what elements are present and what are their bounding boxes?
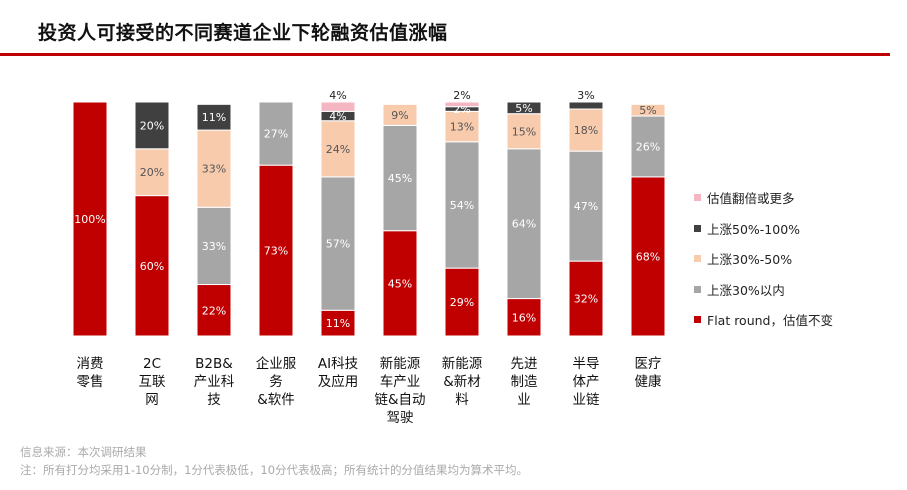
- bar-segment: [506, 101, 542, 115]
- bar-segment: [196, 206, 232, 286]
- title-divider: [0, 53, 890, 56]
- legend-swatch: [694, 224, 701, 232]
- data-label: 13%: [450, 121, 474, 134]
- category-label: 医疗 健康: [634, 356, 662, 390]
- legend-item: 上涨30%以内: [694, 280, 785, 299]
- data-label: 45%: [388, 172, 412, 185]
- category-label: 2C 互联 网: [138, 356, 166, 408]
- data-label: 5%: [515, 102, 532, 115]
- data-label: 100%: [74, 213, 105, 226]
- data-label: 33%: [202, 163, 226, 176]
- category-label: 消费 零售: [76, 356, 104, 390]
- data-label: 60%: [140, 260, 164, 273]
- footnote: 注：所有打分均采用1-10分制，1分代表极低，10分代表极高；所有统计的分值结果…: [20, 463, 529, 477]
- bar-segment: [258, 164, 294, 337]
- data-label: 45%: [388, 277, 412, 290]
- data-label: 32%: [574, 293, 598, 306]
- bar-segment: [196, 284, 232, 337]
- category-label: AI科技 及应用: [317, 356, 359, 390]
- source-note: 信息来源：本次调研结果: [20, 445, 147, 459]
- data-label: 2%: [453, 89, 470, 102]
- data-label: 4%: [329, 110, 346, 123]
- legend-label: Flat round，估值不变: [707, 313, 833, 328]
- data-label: 15%: [512, 125, 536, 138]
- data-label: 11%: [326, 317, 350, 330]
- data-label: 64%: [512, 218, 536, 231]
- data-label: 26%: [636, 140, 660, 153]
- bar-segment: [568, 260, 604, 337]
- bar-segment: [506, 298, 542, 337]
- data-label: 4%: [329, 89, 346, 102]
- data-label: 22%: [202, 304, 226, 317]
- data-label: 16%: [512, 311, 536, 324]
- legend-item: 上涨30%-50%: [694, 249, 792, 268]
- data-label: 73%: [264, 245, 288, 258]
- legend-swatch: [694, 285, 701, 293]
- data-label: 20%: [140, 119, 164, 132]
- data-label: 29%: [450, 296, 474, 309]
- legend-item: 上涨50%-100%: [694, 219, 800, 238]
- bar-segment: [258, 101, 294, 166]
- category-label: 新能源 &新材 料: [441, 356, 483, 408]
- category-label: 先进 制造 业: [510, 356, 538, 408]
- bar-segment: [444, 101, 480, 108]
- bar-segment: [320, 309, 356, 337]
- bar-segment: [382, 124, 418, 232]
- bar-segment: [506, 113, 542, 150]
- bar-segment: [382, 230, 418, 337]
- stacked-bar-chart: 100% 60% 20% 20% 22% 33% 33% 11% 73% 27% 11% 57% 24%…: [72, 89, 666, 337]
- bar-segment: [134, 195, 170, 337]
- data-label: 68%: [636, 250, 660, 263]
- legend-swatch: [694, 194, 701, 201]
- bar-segment: [444, 267, 480, 337]
- data-label: 11%: [202, 111, 226, 124]
- bar-segment: [196, 103, 232, 131]
- legend-item: 估值翻倍或更多: [694, 188, 795, 207]
- legend-label: 上涨30%以内: [707, 282, 785, 298]
- bar-segment: [320, 176, 356, 311]
- bar-segment: [134, 101, 170, 150]
- data-label: 18%: [574, 124, 598, 137]
- chart-title: 投资人可接受的不同赛道企业下轮融资估值涨幅: [38, 22, 448, 44]
- bar-segment: [196, 129, 232, 208]
- data-label: 5%: [639, 104, 656, 117]
- legend-label: 估值翻倍或更多: [707, 191, 795, 206]
- data-label: 33%: [202, 240, 226, 253]
- data-label: 24%: [326, 143, 350, 156]
- legend-swatch: [694, 255, 701, 262]
- bar-segment: [72, 101, 108, 337]
- bar-segment: [134, 148, 170, 197]
- category-label: 新能源 车产业 链&自动 驾驶: [374, 356, 426, 426]
- category-label: 半导 体产 业链: [572, 356, 600, 408]
- bar-segment: [630, 103, 666, 117]
- data-label: 27%: [264, 128, 288, 141]
- bar-segment: [630, 115, 666, 178]
- bar-segment: [382, 103, 418, 126]
- category-label: 企业服 务 &软件: [255, 356, 297, 408]
- legend-item: Flat round，估值不变: [694, 310, 833, 329]
- bar-segment: [568, 101, 604, 110]
- legend-label: 上涨50%-100%: [707, 221, 801, 237]
- data-label: 54%: [450, 199, 474, 212]
- bar-segment: [630, 176, 666, 337]
- data-label: 20%: [140, 166, 164, 179]
- data-label: 3%: [577, 89, 594, 102]
- bar-segment: [568, 150, 604, 262]
- data-label: 9%: [391, 109, 408, 122]
- bar-segment: [444, 141, 480, 269]
- bar-segment: [320, 120, 356, 178]
- legend-label: 上涨30%-50%: [707, 252, 793, 267]
- category-label: B2B& 产业科 技: [193, 356, 235, 408]
- data-label: 57%: [326, 238, 350, 251]
- legend-swatch: [694, 316, 701, 323]
- bar-segment: [320, 101, 356, 112]
- data-label: 47%: [574, 200, 598, 213]
